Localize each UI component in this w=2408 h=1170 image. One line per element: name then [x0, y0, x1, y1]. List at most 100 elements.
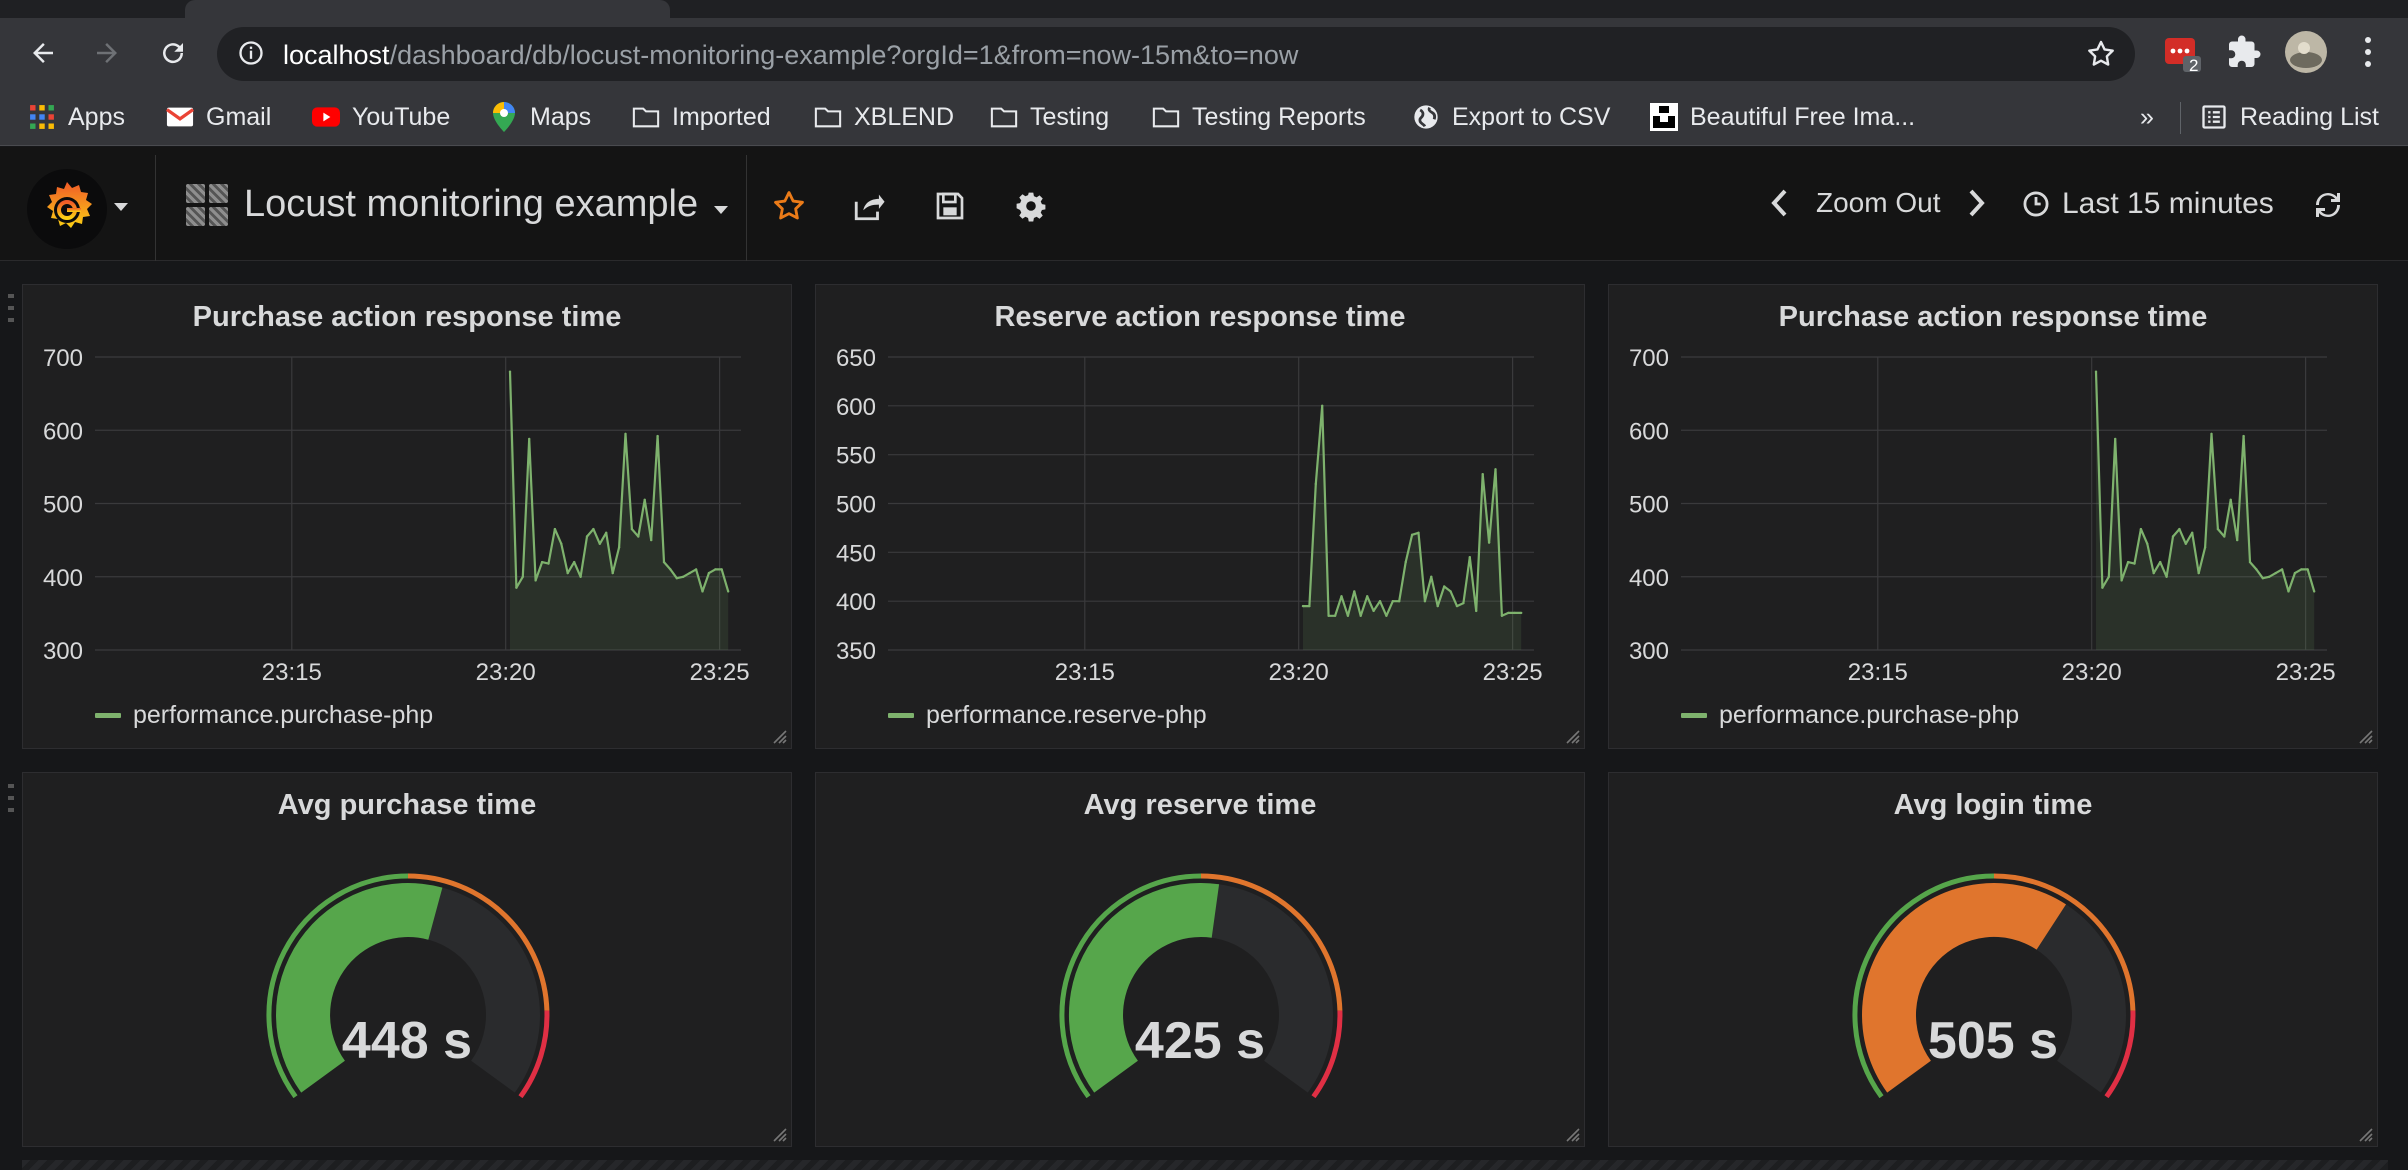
y-tick-label: 500	[1629, 492, 1669, 519]
reading-list-button[interactable]: Reading List	[2200, 100, 2379, 134]
info-icon[interactable]	[237, 39, 265, 67]
resize-handle-icon[interactable]	[2357, 1126, 2373, 1142]
bookmark-star-icon[interactable]	[2085, 38, 2117, 70]
reload-button[interactable]	[150, 30, 196, 76]
bookmark-unsplash[interactable]: Beautiful Free Ima...	[1650, 100, 1915, 134]
legend-label: performance.purchase-php	[1719, 701, 2020, 729]
bookmark-imported[interactable]: Imported	[632, 100, 771, 134]
back-button[interactable]	[20, 30, 66, 76]
data-point	[534, 579, 537, 582]
gauge-value-arc	[276, 883, 443, 1093]
data-point	[643, 498, 646, 501]
data-point	[2300, 568, 2303, 571]
data-point	[2229, 498, 2232, 501]
bookmark-label: Testing Reports	[1192, 102, 1366, 131]
resize-handle-icon[interactable]	[1564, 728, 1580, 744]
resize-handle-icon[interactable]	[2357, 728, 2373, 744]
row-drag-handle[interactable]	[8, 784, 14, 812]
graph-panel-purchase[interactable]: Purchase action response time 300 400 500 6…	[22, 284, 792, 749]
star-dashboard-button[interactable]	[766, 183, 812, 229]
gmail-icon	[166, 103, 194, 131]
response-time-chart[interactable]: 300 400 500 600 700 23:15 23:20 23:25	[1609, 285, 2379, 750]
url-text[interactable]: localhost/dashboard/db/locust-monitoring…	[283, 40, 1298, 71]
extension-lastpass[interactable]: 2	[2163, 34, 2203, 79]
forward-button[interactable]	[84, 30, 130, 76]
arrow-right-icon	[97, 43, 117, 63]
row-drag-handle[interactable]	[8, 294, 14, 322]
graph-panel-reserve[interactable]: Reserve action response time 350 400 450 50…	[815, 284, 1585, 749]
panel-title[interactable]: Reserve action response time	[994, 301, 1406, 333]
bookmark-gmail[interactable]: Gmail	[166, 100, 271, 134]
gauge-panel-purchase[interactable]: Avg purchase time 448 s	[22, 772, 792, 1147]
bookmark-apps[interactable]: Apps	[28, 100, 125, 134]
resize-handle-icon[interactable]	[771, 728, 787, 744]
resize-handle-icon[interactable]	[1564, 1126, 1580, 1142]
bookmark-label: Imported	[672, 102, 771, 131]
unsplash-icon	[1650, 103, 1678, 131]
resize-handle-icon[interactable]	[771, 1126, 787, 1142]
dashboard-picker[interactable]: Locust monitoring example	[186, 183, 729, 226]
data-point	[2306, 568, 2309, 571]
graph-panel-purchase-2[interactable]: Purchase action response time 300 400 500 6…	[1608, 284, 2378, 749]
data-point	[688, 571, 691, 575]
data-point	[1500, 614, 1504, 617]
data-point	[617, 546, 621, 549]
time-range-picker[interactable]: Last 15 minutes	[2022, 187, 2274, 221]
data-point	[1468, 556, 1471, 559]
data-point	[1333, 614, 1337, 617]
active-tab[interactable]	[185, 0, 670, 20]
panel-title[interactable]: Purchase action response time	[192, 301, 622, 333]
legend-item[interactable]: performance.purchase-php	[95, 701, 433, 730]
bookmark-testing[interactable]: Testing	[990, 100, 1109, 134]
dashboard-settings-button[interactable]	[1008, 183, 1054, 229]
legend-label: performance.purchase-php	[133, 701, 434, 729]
chevron-left-icon[interactable]	[1770, 188, 1790, 218]
chevron-down-icon	[714, 205, 729, 214]
gauge-threshold-arc	[1200, 873, 1343, 1011]
response-time-chart[interactable]: 350 400 450 500 550 600 650 23:15 23:20 23:25	[816, 285, 1586, 750]
panel-title[interactable]: Avg login time	[1893, 789, 2093, 821]
zoom-out-button[interactable]: Zoom Out	[1816, 187, 1941, 218]
bookmark-label: Maps	[530, 102, 592, 131]
bookmarks-overflow-button[interactable]: »	[2140, 100, 2154, 134]
gauge	[266, 873, 550, 1099]
folder-icon	[632, 103, 660, 131]
profile-avatar[interactable]	[2284, 30, 2328, 79]
bookmark-xblend[interactable]: XBLEND	[814, 100, 954, 134]
browser-menu-button[interactable]	[2362, 34, 2374, 75]
gauge-panel-login[interactable]: Avg login time 505 s	[1608, 772, 2378, 1147]
panel-title[interactable]: Avg purchase time	[277, 789, 537, 821]
save-dashboard-button[interactable]	[927, 183, 973, 229]
y-tick-label: 600	[1629, 418, 1669, 445]
address-bar[interactable]: localhost/dashboard/db/locust-monitoring…	[217, 27, 2135, 81]
bookmark-testing-reports[interactable]: Testing Reports	[1152, 100, 1366, 134]
data-point	[701, 590, 704, 593]
extensions-button[interactable]	[2226, 34, 2262, 75]
chevron-down-icon[interactable]	[114, 203, 128, 211]
y-tick-label: 450	[836, 540, 876, 567]
data-point	[1404, 560, 1407, 564]
data-point	[1462, 601, 1465, 605]
data-point	[2216, 527, 2220, 531]
bookmark-youtube[interactable]: YouTube	[312, 100, 450, 134]
data-point	[1436, 604, 1439, 608]
data-point	[662, 560, 666, 564]
response-time-chart[interactable]: 300 400 500 600 700 23:15 23:20 23:25	[23, 285, 793, 750]
legend-item[interactable]: performance.purchase-php	[1681, 701, 2019, 730]
data-point	[1353, 590, 1356, 593]
share-dashboard-button[interactable]	[846, 183, 892, 229]
legend-item[interactable]: performance.reserve-php	[888, 701, 1207, 730]
data-point	[2191, 531, 2194, 534]
apps-grid-icon	[28, 103, 56, 131]
bookmark-export-csv[interactable]: Export to CSV	[1412, 100, 1610, 134]
bookmark-label: Gmail	[206, 102, 272, 131]
bookmark-maps[interactable]: Maps	[490, 100, 591, 134]
gauge-panel-reserve[interactable]: Avg reserve time 425 s	[815, 772, 1585, 1147]
browser-toolbar: localhost/dashboard/db/locust-monitoring…	[0, 18, 2408, 90]
refresh-button[interactable]	[2310, 187, 2346, 228]
chevron-right-icon[interactable]	[1966, 188, 1986, 218]
grafana-logo-button[interactable]	[27, 169, 107, 249]
panel-title[interactable]: Purchase action response time	[1778, 301, 2208, 333]
panel-title[interactable]: Avg reserve time	[1083, 789, 1317, 821]
data-point	[2126, 560, 2130, 564]
